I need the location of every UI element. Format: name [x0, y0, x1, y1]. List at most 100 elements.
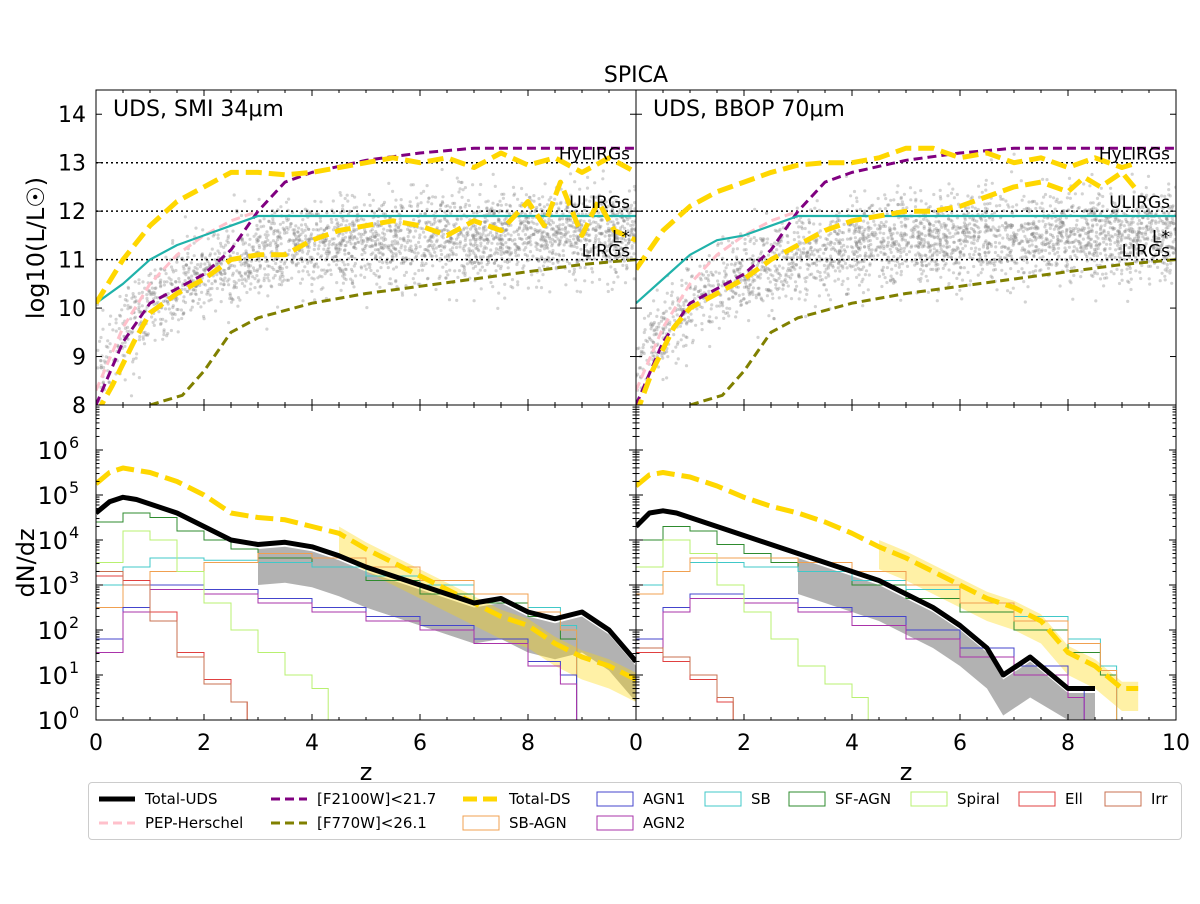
- scatter-point: [962, 253, 965, 256]
- scatter-point: [833, 242, 836, 245]
- scatter-point: [490, 242, 493, 245]
- scatter-point: [889, 199, 892, 202]
- scatter-point: [464, 239, 467, 242]
- scatter-point: [1134, 269, 1137, 272]
- scatter-point: [127, 287, 130, 290]
- scatter-point: [862, 291, 865, 294]
- scatter-point: [757, 292, 760, 295]
- scatter-point: [1075, 224, 1078, 227]
- scatter-point: [1075, 256, 1078, 259]
- scatter-point: [855, 223, 858, 226]
- scatter-point: [438, 277, 441, 280]
- scatter-point: [458, 269, 461, 272]
- scatter-point: [248, 238, 251, 241]
- scatter-point: [332, 242, 335, 245]
- scatter-point: [231, 274, 234, 277]
- scatter-point: [434, 288, 437, 291]
- scatter-point: [552, 228, 555, 231]
- scatter-point: [273, 211, 276, 214]
- scatter-point: [1057, 247, 1060, 250]
- scatter-point: [219, 277, 222, 280]
- scatter-point: [569, 219, 572, 222]
- y-tick-label: 9: [72, 346, 86, 371]
- scatter-point: [617, 221, 620, 224]
- scatter-point: [842, 244, 845, 247]
- scatter-point: [274, 262, 277, 265]
- scatter-point: [1131, 173, 1134, 176]
- scatter-point: [270, 285, 273, 288]
- scatter-point: [890, 238, 893, 241]
- scatter-point: [375, 223, 378, 226]
- scatter-point: [357, 241, 360, 244]
- scatter-point: [320, 275, 323, 278]
- scatter-point: [379, 266, 382, 269]
- scatter-point: [434, 220, 437, 223]
- scatter-point: [137, 282, 140, 285]
- scatter-point: [283, 232, 286, 235]
- scatter-point: [190, 275, 193, 278]
- scatter-point: [259, 220, 262, 223]
- scatter-point: [657, 322, 660, 325]
- scatter-point: [1101, 273, 1104, 276]
- scatter-point: [487, 200, 490, 203]
- scatter-point: [632, 223, 635, 226]
- scatter-point: [444, 225, 447, 228]
- scatter-point: [456, 217, 459, 220]
- scatter-point: [676, 313, 679, 316]
- scatter-point: [100, 354, 103, 357]
- scatter-point: [320, 269, 323, 272]
- scatter-point: [1139, 227, 1142, 230]
- scatter-point: [572, 234, 575, 237]
- scatter-point: [590, 267, 593, 270]
- scatter-point: [317, 228, 320, 231]
- scatter-point: [389, 225, 392, 228]
- scatter-point: [722, 317, 725, 320]
- scatter-point: [671, 291, 674, 294]
- scatter-point: [1023, 235, 1026, 238]
- scatter-point: [1073, 233, 1076, 236]
- scatter-point: [939, 276, 942, 279]
- scatter-point: [102, 381, 105, 384]
- scatter-point: [1090, 173, 1093, 176]
- scatter-point: [698, 265, 701, 268]
- scatter-point: [895, 272, 898, 275]
- scatter-point: [570, 243, 573, 246]
- scatter-point: [130, 297, 133, 300]
- scatter-point: [588, 219, 591, 222]
- scatter-point: [456, 276, 459, 279]
- scatter-point: [529, 250, 532, 253]
- scatter-point: [249, 282, 252, 285]
- scatter-point: [942, 245, 945, 248]
- scatter-point: [233, 193, 236, 196]
- scatter-point: [329, 269, 332, 272]
- scatter-point: [236, 305, 239, 308]
- scatter-point: [199, 305, 202, 308]
- scatter-point: [546, 235, 549, 238]
- scatter-point: [516, 198, 519, 201]
- scatter-point: [177, 318, 180, 321]
- scatter-point: [718, 327, 721, 330]
- scatter-point: [368, 193, 371, 196]
- scatter-point: [477, 249, 480, 252]
- scatter-point: [369, 204, 372, 207]
- scatter-point: [684, 299, 687, 302]
- scatter-point: [583, 237, 586, 240]
- scatter-point: [725, 274, 728, 277]
- scatter-point: [414, 293, 417, 296]
- scatter-point: [816, 199, 819, 202]
- scatter-point: [868, 207, 871, 210]
- scatter-point: [554, 253, 557, 256]
- scatter-point: [1091, 219, 1094, 222]
- scatter-point: [439, 204, 442, 207]
- scatter-point: [533, 233, 536, 236]
- scatter-point: [969, 256, 972, 259]
- scatter-point: [752, 278, 755, 281]
- scatter-point: [796, 256, 799, 259]
- scatter-point: [984, 183, 987, 186]
- scatter-point: [474, 254, 477, 257]
- scatter-point: [316, 276, 319, 279]
- scatter-point: [340, 242, 343, 245]
- scatter-point: [1129, 267, 1132, 270]
- scatter-point: [341, 233, 344, 236]
